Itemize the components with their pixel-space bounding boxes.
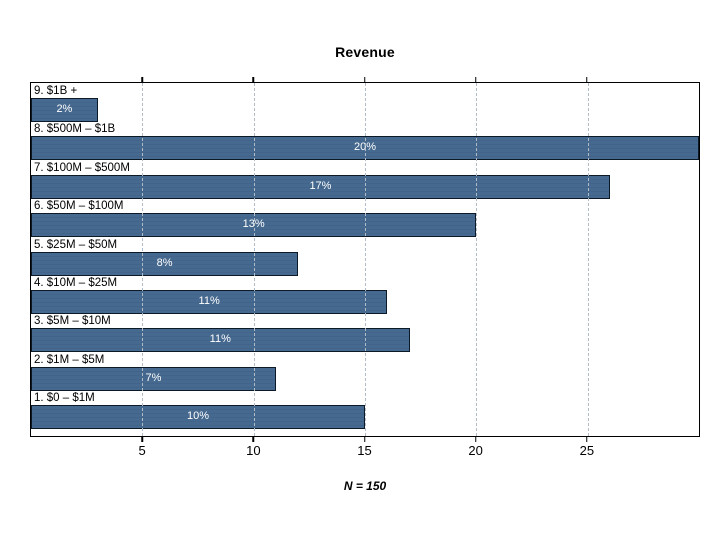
axis-tick-label: 20 [468,443,483,458]
axis-tick-label: 5 [138,443,146,458]
bar: 17% [31,174,610,199]
gridline [476,83,478,436]
axis-tick-bottom [474,437,477,442]
bar-row: 9. $1B + 2% [31,84,699,122]
bar: 8% [31,251,299,276]
chart-title: Revenue [335,44,395,60]
category-label: 1. $0 – $1M [34,392,95,405]
bar-percent-label: 11% [198,294,220,307]
gridline [142,83,144,436]
axis-tick-top [474,77,477,82]
category-label: 9. $1B + [34,85,78,97]
plot-area: 9. $1B +2% 8. $500M – $1B 20% 7. $100M – $5… [30,82,700,437]
axis-tick-bottom [141,437,143,442]
axis-tick-bottom [586,437,588,442]
gridline [365,83,366,436]
bar-row: 3. $5M – $10M 11% [31,314,699,353]
category-label: 5. $25M – $50M [34,238,118,251]
category-label: 2. $1M – $5M [34,353,105,366]
category-label: 7. $100M – $500M [34,161,130,174]
axis-tick-bottom [363,437,366,442]
axis-tick-top [363,77,366,82]
bar: 2% [31,98,98,122]
bar: 11% [31,289,388,314]
axis-tick-label: 15 [357,443,372,458]
bar-percent-label: 7% [145,371,162,384]
bar-percent-label: 2% [56,103,73,115]
bar-percent-label: 8% [156,256,173,269]
bar-row: 4. $10M – $25M 11% [31,276,699,314]
bar-percent-label: 10% [186,410,210,423]
gridline [253,83,255,436]
bar: 11% [31,328,410,353]
bar-row: 2. $1M – $5M 7% [31,353,699,391]
category-label: 3. $5M – $10M [34,315,111,328]
category-label: 6. $50M – $100M [34,200,124,213]
bar: 10% [31,405,365,430]
bar: 7% [31,366,276,391]
bar-percent-label: 17% [309,179,332,192]
sample-size-note: N = 150 [343,479,387,493]
axis-tick-bottom [252,437,255,442]
axis-tick-label: 10 [246,443,261,458]
gridline [587,83,589,436]
category-label: 4. $10M – $25M [34,276,118,289]
bar-percent-label: 11% [209,333,231,346]
category-label: 8. $500M – $1B [34,123,116,136]
bar-row: 7. $100M – $500M 17% [31,161,699,199]
axis-tick-label: 25 [579,443,595,458]
axis-tick-top [252,77,255,82]
axis-tick-top [586,77,588,82]
bar-row: 1. $0 – $1M 10% [31,391,699,430]
axis-tick-top [141,77,143,82]
